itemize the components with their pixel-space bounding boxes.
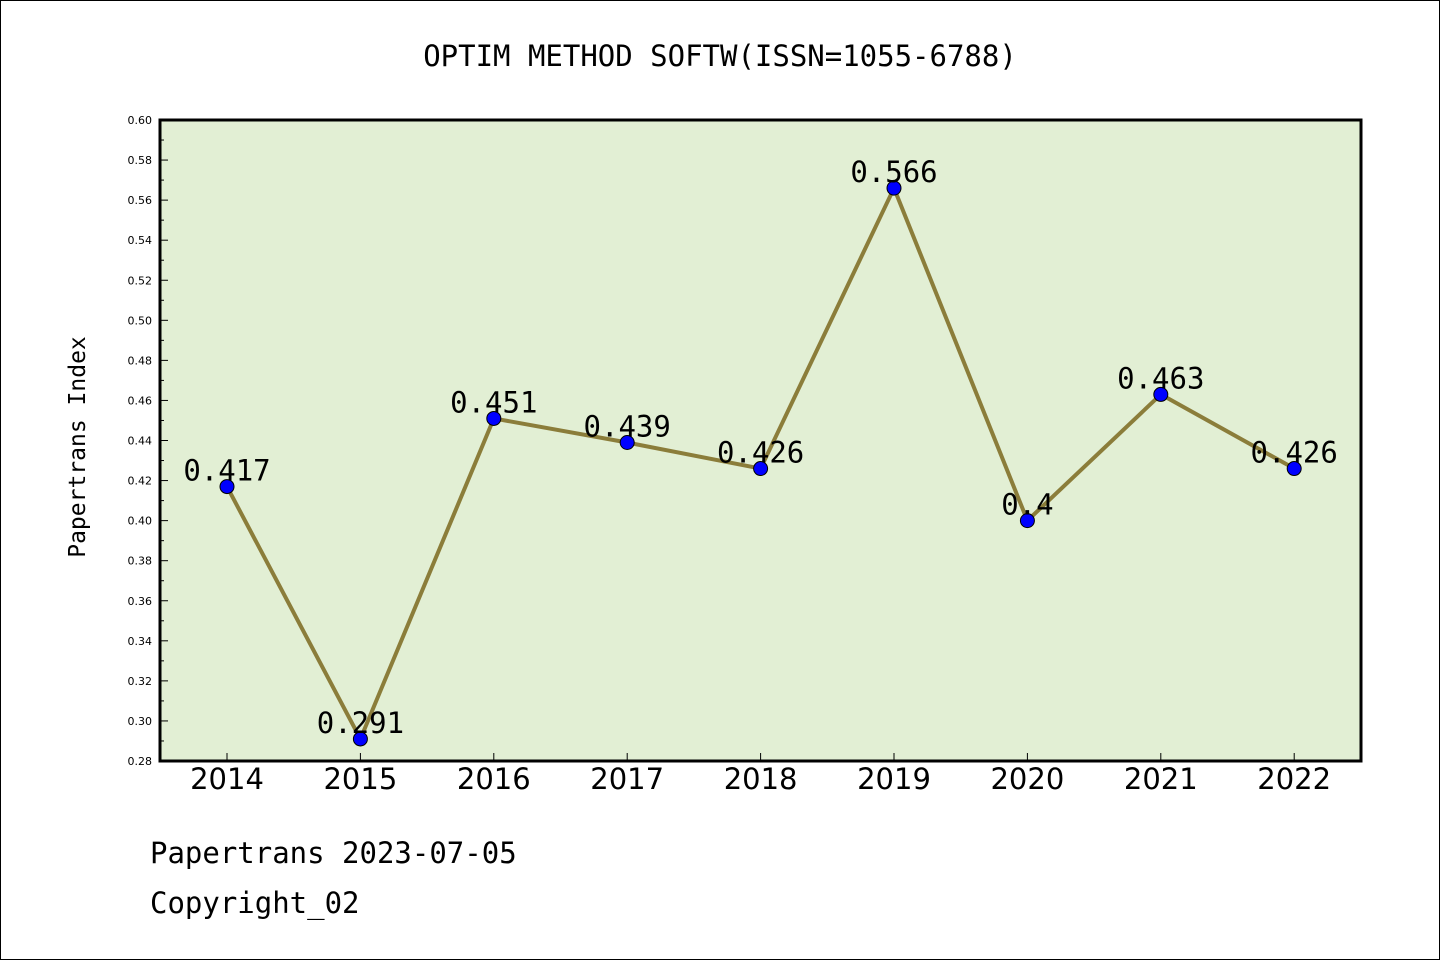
y-tick-label: 0.44 [128,435,153,448]
y-tick-label: 0.56 [128,194,153,207]
data-point [219,479,235,495]
y-axis-label: Papertrans Index [65,336,91,558]
data-label: 0.291 [317,706,404,740]
y-tick-label: 0.54 [128,234,153,247]
y-tick-label: 0.50 [128,314,153,327]
footer-date: Papertrans 2023-07-05 [150,836,517,870]
y-tick-label: 0.36 [128,595,153,608]
x-axis-ticks: 2014 2015 2016 2017 2018 2019 2020 2021 2022 [190,753,1331,796]
x-tick-label: 2021 [1124,762,1198,796]
data-point [753,461,769,477]
data-point [486,410,502,426]
data-point [886,180,902,196]
y-tick-label: 0.32 [128,675,153,688]
x-tick-label: 2018 [724,762,798,796]
data-point [1153,386,1169,402]
chart-title: OPTIM METHOD SOFTW(ISSN=1055-6788) [423,39,1017,73]
x-tick-label: 2022 [1257,762,1331,796]
x-tick-label: 2014 [190,762,264,796]
y-tick-label: 0.60 [128,114,153,127]
series-layer [219,180,1302,747]
x-tick-label: 2020 [990,762,1064,796]
data-label: 0.463 [1117,361,1204,395]
y-tick-label: 0.42 [128,475,153,488]
y-tick-label: 0.48 [128,354,153,367]
footer-copyright: Copyright_02 [150,886,360,920]
y-axis-ticks: 0.28 0.30 0.32 0.34 0.36 0.38 0.40 0.42 0.44 0.46… [128,114,168,768]
plot-area [158,118,1363,763]
y-tick-label: 0.30 [128,715,153,728]
y-tick-label: 0.46 [128,394,153,407]
x-tick-label: 2016 [457,762,531,796]
data-label: 0.439 [584,410,671,444]
data-label: 0.426 [717,436,804,470]
data-label: 0.566 [850,155,937,189]
y-tick-label: 0.40 [128,515,153,528]
data-label: 0.451 [450,385,537,419]
data-labels: 0.417 0.291 0.451 0.439 0.426 0.566 0.4 0.463 0.… [183,155,1338,740]
y-tick-label: 0.52 [128,274,153,287]
data-point [352,731,368,747]
y-tick-label: 0.38 [128,555,153,568]
data-label: 0.426 [1251,436,1338,470]
data-point [1286,461,1302,477]
y-tick-label: 0.34 [128,635,153,648]
data-label: 0.4 [1001,488,1053,522]
data-label: 0.417 [183,454,270,488]
y-tick-label: 0.28 [128,755,153,768]
data-point [1019,513,1035,529]
x-tick-label: 2017 [590,762,664,796]
x-tick-label: 2015 [323,762,397,796]
y-tick-label: 0.58 [128,154,153,167]
x-tick-label: 2019 [857,762,931,796]
data-point [619,435,635,451]
